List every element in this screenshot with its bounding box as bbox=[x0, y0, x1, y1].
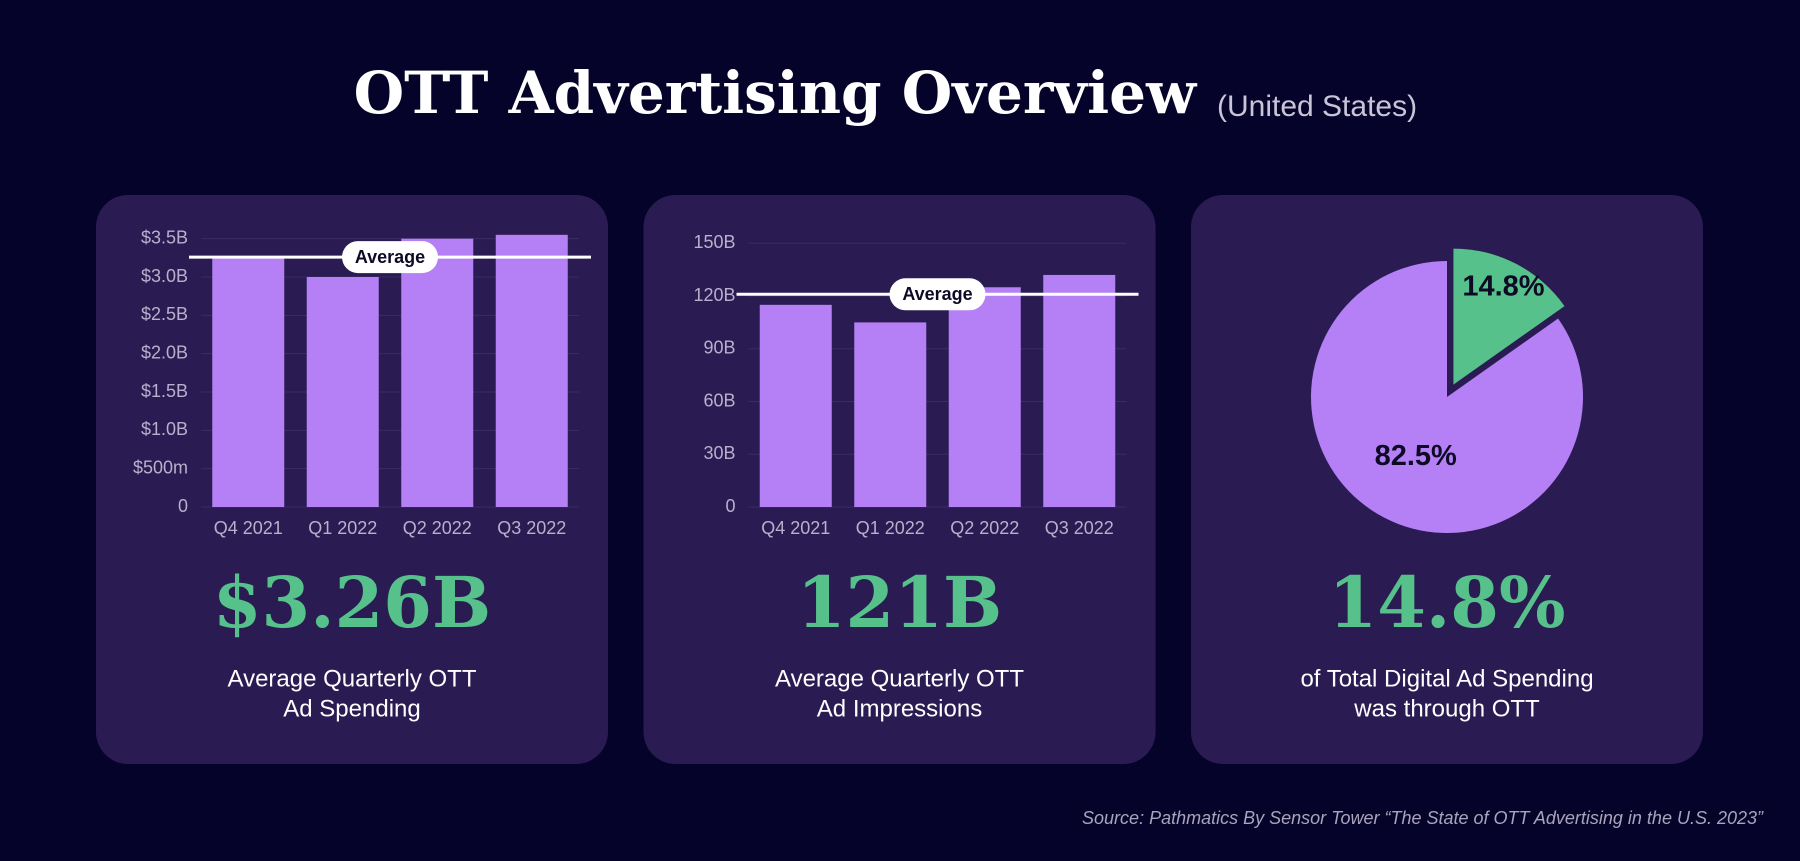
bar bbox=[1043, 274, 1116, 507]
page-title: OTT Advertising Overview bbox=[354, 59, 1198, 127]
stat-value: $3.26B bbox=[213, 561, 491, 644]
average-pill bbox=[342, 241, 438, 274]
stat-value: 14.8% bbox=[1328, 561, 1565, 644]
slice-label: 14.8% bbox=[1462, 271, 1544, 303]
average-label: Average bbox=[355, 247, 425, 267]
y-tick-label: $1.5B bbox=[141, 381, 188, 401]
card: 0 $500m $1.0B $1.5B $2.0B $2.5B $3.0B $3.5B Q4 2… bbox=[96, 195, 608, 764]
x-tick-label: Q4 2021 bbox=[761, 518, 830, 538]
stat-caption: Ad Spending bbox=[283, 695, 420, 722]
stat-caption: Average Quarterly OTT bbox=[775, 665, 1024, 692]
y-tick-label: 0 bbox=[178, 496, 188, 516]
average-pill bbox=[889, 278, 986, 311]
bar bbox=[759, 304, 832, 507]
y-tick-label: 90B bbox=[703, 338, 735, 358]
x-tick-label: Q2 2022 bbox=[950, 518, 1019, 538]
y-tick-label: 0 bbox=[725, 496, 735, 516]
card: 0 30B 60B 90B 120B 150B Q4 2021 Q1 2022 Q2 2022 Q… bbox=[643, 195, 1156, 764]
bar bbox=[854, 322, 927, 507]
y-tick-label: $3.0B bbox=[141, 266, 188, 286]
y-tick-label: $500m bbox=[133, 457, 188, 477]
bar bbox=[212, 257, 285, 507]
pie-slice bbox=[1453, 248, 1565, 385]
y-tick-label: 60B bbox=[703, 390, 735, 410]
x-tick-label: Q1 2022 bbox=[856, 518, 925, 538]
x-tick-label: Q1 2022 bbox=[308, 518, 377, 538]
y-tick-label: $2.0B bbox=[141, 342, 188, 362]
card: 14.8% 82.5% 14.8% of Total Digital Ad Spend… bbox=[1191, 195, 1703, 764]
bar bbox=[495, 234, 568, 508]
stat-caption: was through OTT bbox=[1353, 695, 1540, 722]
stat-value: 121B bbox=[797, 561, 1002, 644]
y-tick-label: 30B bbox=[703, 443, 735, 463]
y-tick-label: 150B bbox=[693, 232, 735, 252]
page-subtitle: (United States) bbox=[1217, 90, 1417, 123]
source-note: Source: Pathmatics By Sensor Tower “The … bbox=[1082, 808, 1764, 828]
x-tick-label: Q3 2022 bbox=[497, 518, 566, 538]
y-tick-label: $2.5B bbox=[141, 304, 188, 324]
stat-caption: Average Quarterly OTT bbox=[228, 665, 477, 692]
bar bbox=[948, 287, 1021, 507]
slice-label: 82.5% bbox=[1375, 440, 1457, 472]
stat-caption: of Total Digital Ad Spending bbox=[1300, 665, 1593, 692]
pie-slice bbox=[1311, 261, 1583, 533]
x-tick-label: Q3 2022 bbox=[1045, 518, 1114, 538]
y-tick-label: 120B bbox=[693, 285, 735, 305]
average-label: Average bbox=[902, 284, 972, 304]
x-tick-label: Q4 2021 bbox=[214, 518, 283, 538]
x-tick-label: Q2 2022 bbox=[403, 518, 472, 538]
stat-caption: Ad Impressions bbox=[817, 695, 982, 722]
bar bbox=[306, 277, 379, 507]
y-tick-label: $3.5B bbox=[141, 227, 188, 247]
bar bbox=[401, 238, 474, 507]
y-tick-label: $1.0B bbox=[141, 419, 188, 439]
